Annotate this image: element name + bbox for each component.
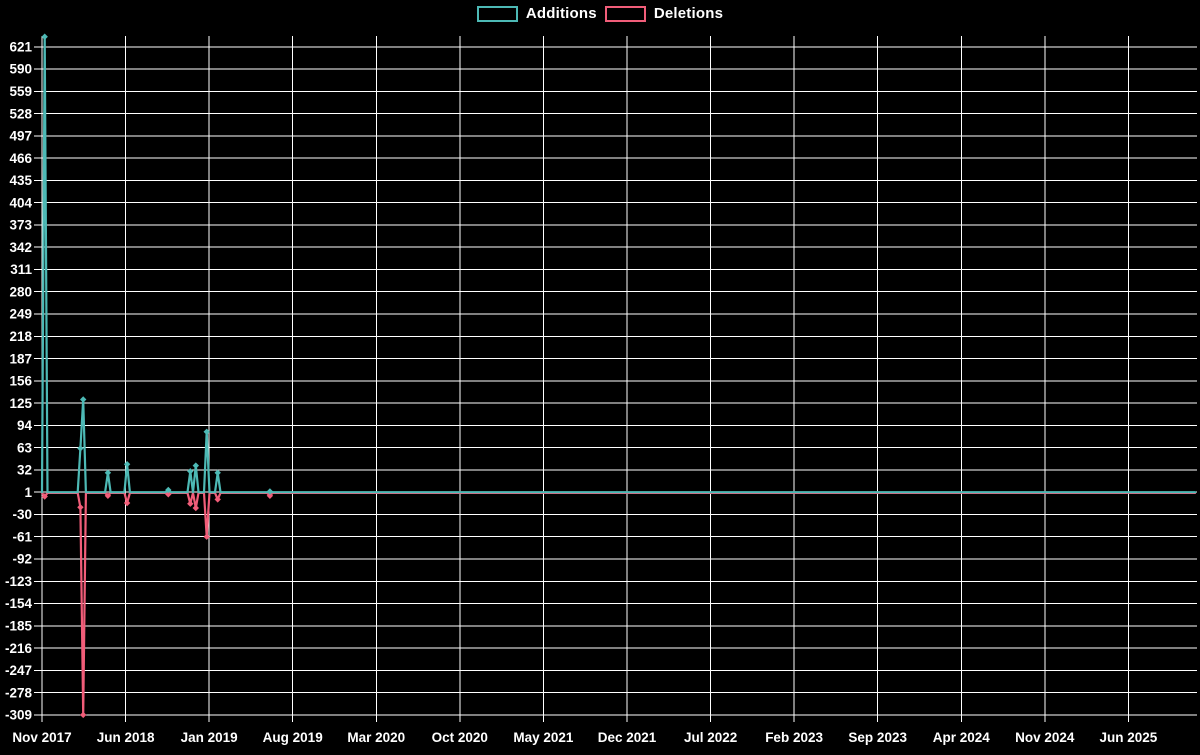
x-axis-tick-label: Dec 2021 (598, 730, 657, 745)
y-axis-tick-label: -92 (12, 552, 32, 567)
x-axis-tick-label: Nov 2017 (12, 730, 71, 745)
legend-label-deletions: Deletions (653, 5, 724, 22)
data-point-marker-deletions (187, 500, 194, 507)
data-point-marker-additions (165, 486, 172, 494)
x-axis-tick-label: Jul 2022 (684, 730, 737, 745)
data-point-marker-additions (203, 428, 210, 435)
data-point-marker-deletions (77, 504, 84, 511)
x-axis-tick-label: Aug 2019 (263, 730, 323, 745)
data-point-marker-deletions (104, 492, 112, 499)
y-axis-tick-label: 1 (24, 485, 32, 500)
y-axis-tick-label: 32 (17, 463, 32, 478)
y-axis-tick-label: 156 (9, 374, 32, 389)
data-point-marker-deletions (80, 711, 87, 719)
y-axis-tick-label: 94 (17, 418, 33, 433)
data-point-marker-deletions (123, 499, 131, 507)
data-point-marker-additions (41, 33, 48, 40)
y-axis-tick-label: 63 (17, 440, 33, 455)
data-point-marker-additions (80, 396, 87, 403)
data-point-marker-deletions (192, 504, 199, 512)
y-axis-tick-label: 528 (9, 106, 32, 121)
x-axis-tick-label: Feb 2023 (765, 730, 823, 745)
data-point-marker-deletions (266, 492, 274, 499)
data-point-marker-deletions (203, 533, 210, 540)
y-axis-tick-label: 125 (9, 396, 32, 411)
x-axis-tick-label: Jun 2025 (1100, 730, 1158, 745)
y-axis-tick-label: 404 (9, 195, 32, 210)
y-axis-tick-label: 497 (9, 129, 32, 144)
legend-item-additions[interactable]: Additions (476, 5, 597, 22)
y-axis-tick-label: 218 (9, 329, 32, 344)
chart-legend: Additions Deletions (0, 5, 1200, 22)
y-axis-tick-label: 621 (9, 40, 32, 55)
y-axis-tick-label: 249 (9, 307, 32, 322)
x-axis-tick-label: Apr 2024 (933, 730, 991, 745)
y-axis-tick-label: -247 (5, 663, 32, 678)
y-axis-tick-label: 466 (9, 151, 32, 166)
series-line-additions (40, 35, 1197, 494)
data-point-marker-additions (214, 469, 221, 476)
y-axis-tick-label: 311 (10, 262, 32, 277)
y-axis-tick-label: -30 (12, 507, 32, 522)
y-axis-tick-label: -309 (5, 708, 32, 723)
x-axis-tick-label: Jun 2018 (97, 730, 155, 745)
data-point-marker-additions (187, 468, 194, 475)
data-point-marker-additions (123, 461, 131, 468)
deletions-swatch-icon (604, 5, 646, 22)
data-point-marker-additions (266, 488, 274, 495)
data-point-marker-deletions (214, 496, 221, 503)
data-point-marker-additions (77, 445, 84, 452)
y-axis-tick-label: 280 (9, 284, 32, 299)
x-axis-tick-label: Sep 2023 (848, 730, 907, 745)
y-axis-tick-label: -185 (5, 619, 33, 634)
y-axis-tick-label: 373 (9, 218, 32, 233)
y-axis-tick-label: -123 (5, 574, 33, 589)
y-axis-tick-label: 187 (9, 351, 32, 366)
y-axis-tick-label: -61 (12, 529, 32, 544)
y-axis-tick-label: -154 (5, 596, 33, 611)
x-axis-tick-label: Nov 2024 (1015, 730, 1075, 745)
x-axis-tick-label: Oct 2020 (432, 730, 488, 745)
data-point-marker-deletions (165, 491, 172, 498)
y-axis-tick-label: 342 (9, 240, 32, 255)
y-axis-tick-label: -278 (5, 685, 33, 700)
x-axis-tick-label: May 2021 (513, 730, 574, 745)
data-point-marker-deletions (41, 493, 48, 500)
legend-label-additions: Additions (525, 5, 597, 22)
legend-item-deletions[interactable]: Deletions (604, 5, 724, 22)
x-axis-tick-label: Jan 2019 (181, 730, 238, 745)
x-axis-tick-label: Mar 2020 (347, 730, 405, 745)
data-point-marker-additions (104, 469, 112, 476)
y-axis-tick-label: -216 (5, 641, 33, 656)
y-axis-tick-label: 590 (9, 62, 32, 77)
additions-swatch-icon (476, 5, 518, 22)
y-axis-tick-label: 559 (9, 84, 32, 99)
y-axis-tick-label: 435 (9, 173, 32, 188)
data-point-marker-additions (192, 462, 199, 469)
